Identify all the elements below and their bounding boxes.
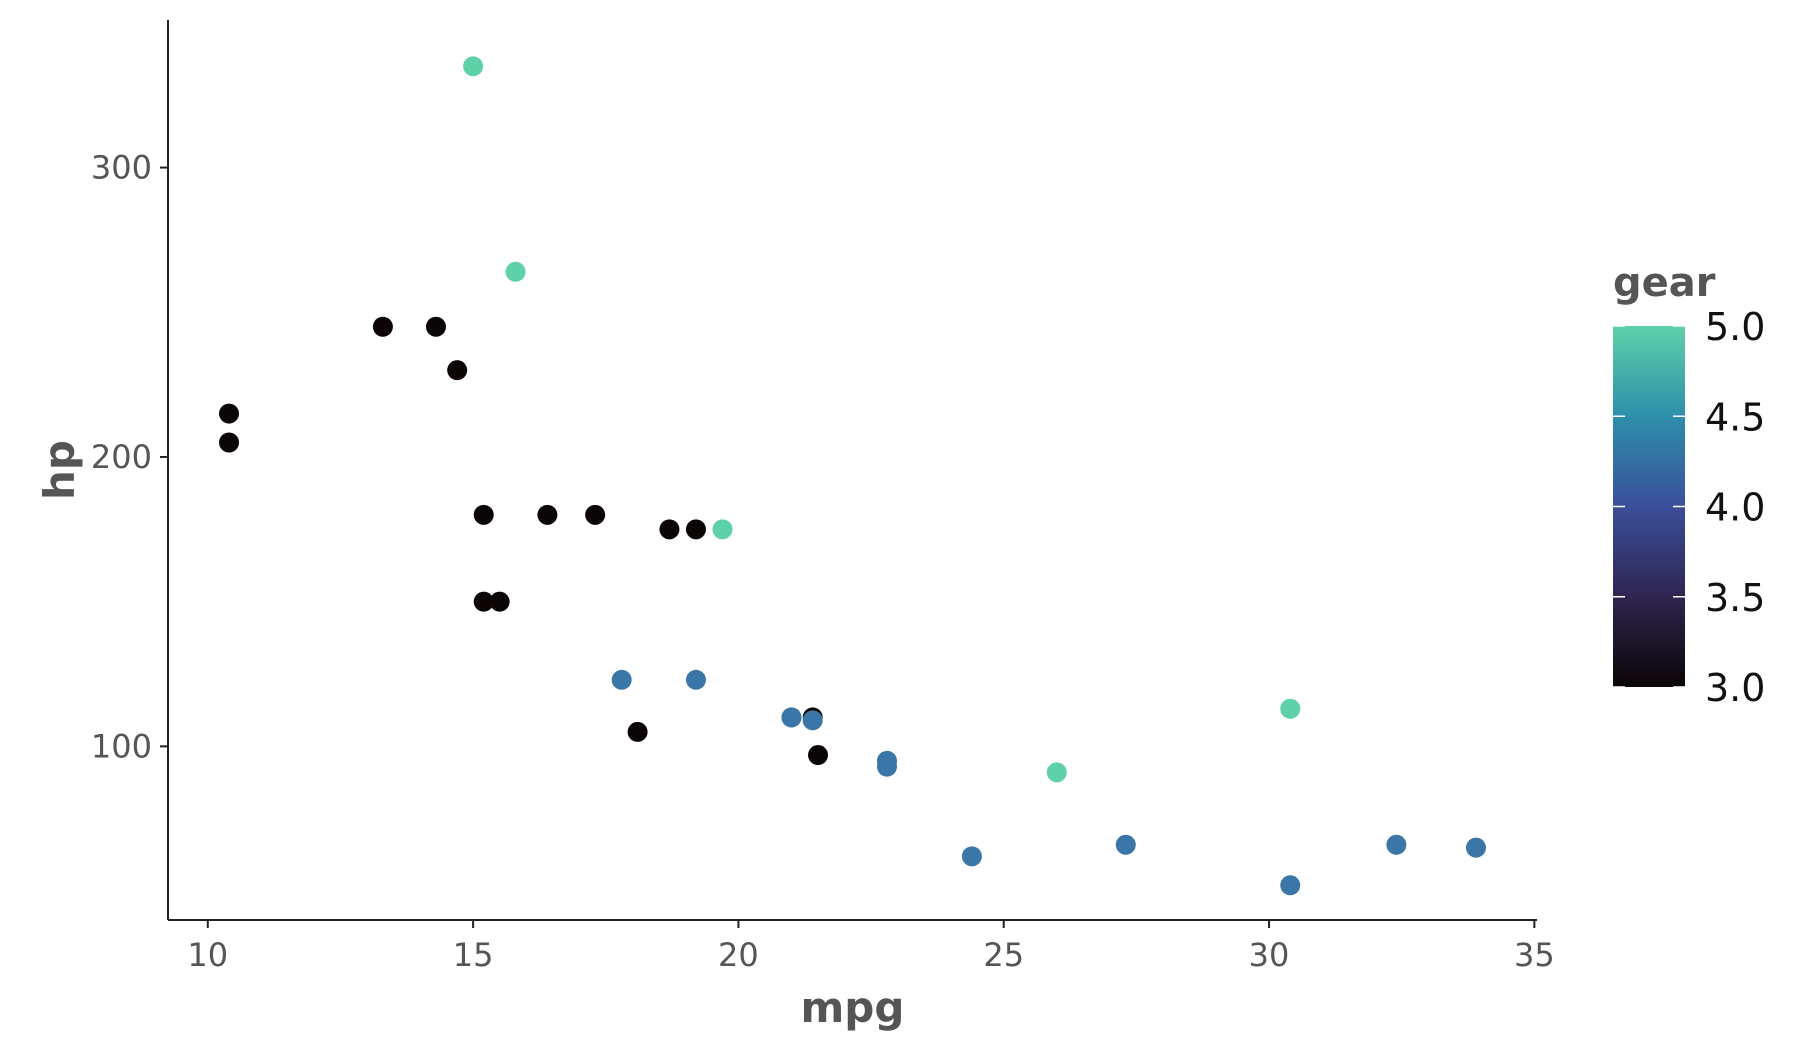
data-point	[372, 316, 393, 337]
data-point	[537, 504, 558, 525]
data-point	[1280, 875, 1301, 896]
y-tick-label: 300	[91, 149, 152, 187]
x-tick-label: 25	[983, 936, 1024, 974]
x-tick-label: 10	[187, 936, 228, 974]
data-point	[473, 591, 494, 612]
data-point	[463, 56, 484, 77]
colorbar-legend: gear 3.0 3.5 4.0 4.5 5.0	[1613, 260, 1765, 710]
x-axis-title: mpg	[801, 983, 905, 1032]
data-point	[425, 316, 446, 337]
y-tick-label: 100	[91, 727, 152, 765]
data-point	[802, 710, 823, 731]
legend-title: gear	[1613, 260, 1716, 306]
data-point	[219, 403, 240, 424]
y-axis-ticks: 100 200 300	[91, 149, 168, 765]
axes	[167, 20, 1537, 921]
colorbar-tick-label: 3.0	[1705, 666, 1765, 710]
data-point	[447, 360, 468, 381]
data-point	[627, 721, 648, 742]
data-points	[219, 56, 1486, 896]
data-point	[876, 750, 897, 771]
colorbar-tick-label: 5.0	[1705, 305, 1765, 349]
x-tick-label: 15	[453, 936, 494, 974]
data-point	[685, 669, 706, 690]
x-tick-label: 35	[1514, 936, 1555, 974]
data-point	[611, 669, 632, 690]
data-point	[473, 504, 494, 525]
y-axis-title: hp	[35, 440, 84, 500]
data-point	[712, 519, 733, 540]
y-tick-label: 200	[91, 438, 152, 476]
data-point	[1386, 834, 1407, 855]
data-point	[1465, 837, 1486, 858]
data-point	[1046, 762, 1067, 783]
data-point	[505, 261, 526, 282]
colorbar-tick-label: 4.5	[1705, 395, 1765, 439]
x-axis-ticks: 10 15 20 25 30 35	[187, 920, 1555, 974]
data-point	[1280, 698, 1301, 719]
colorbar-ticks: 3.0 3.5 4.0 4.5 5.0	[1613, 305, 1765, 710]
data-point	[489, 591, 510, 612]
data-point	[585, 504, 606, 525]
data-point	[659, 519, 680, 540]
x-tick-label: 30	[1249, 936, 1290, 974]
colorbar-tick-label: 4.0	[1705, 486, 1765, 530]
data-point	[685, 519, 706, 540]
colorbar-tick-label: 3.5	[1705, 576, 1765, 620]
x-tick-label: 20	[718, 936, 759, 974]
data-point	[961, 846, 982, 867]
data-point	[808, 745, 829, 766]
data-point	[1115, 834, 1136, 855]
data-point	[781, 707, 802, 728]
data-point	[219, 432, 240, 453]
